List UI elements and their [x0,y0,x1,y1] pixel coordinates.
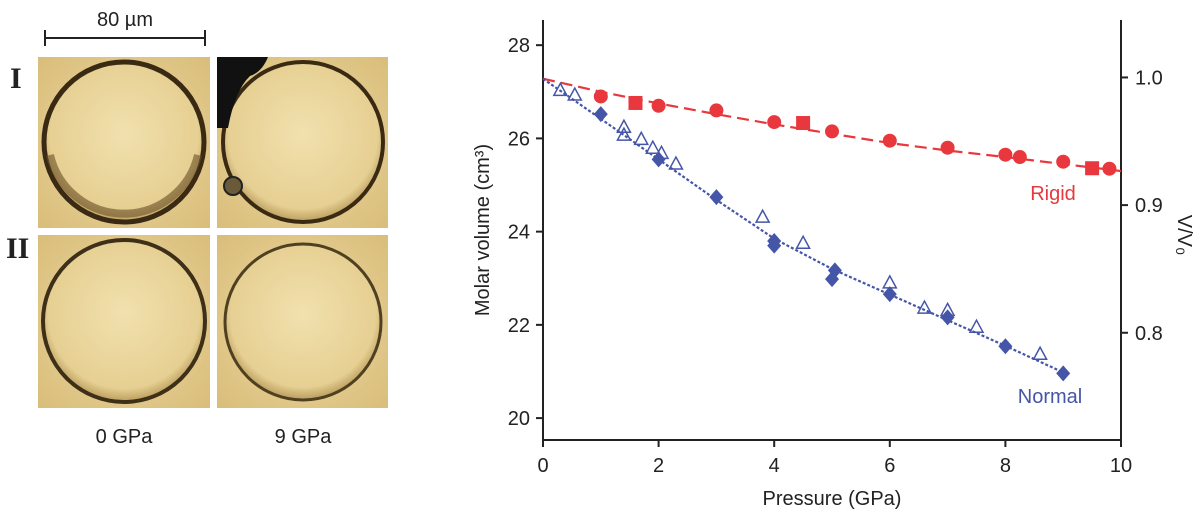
row-label: I [10,62,22,95]
point [651,98,666,113]
point [1056,154,1071,169]
y-tick-label: 24 [508,222,530,244]
point [645,139,661,154]
x-tick-label: 8 [1000,455,1011,477]
y-tick-label: 22 [508,315,530,337]
point [754,208,771,223]
x-axis-label: Pressure (GPa) [763,488,902,510]
point [939,301,956,317]
point [1085,161,1100,176]
x-tick-label: 4 [769,455,780,477]
point [767,237,782,254]
point [633,130,650,146]
y-tick-label: 28 [508,35,530,57]
point [795,234,811,250]
x-tick-label: 10 [1110,455,1132,477]
point [882,286,897,303]
point [1032,345,1048,360]
point [1056,365,1071,382]
point [882,133,897,148]
x-tick-label: 2 [653,455,664,477]
point [882,274,898,289]
point [796,116,811,131]
column-label: 0 GPa [96,426,154,448]
column-label: 9 GPa [275,426,333,448]
x-tick-label: 0 [537,455,548,477]
x-tick-label: 6 [884,455,895,477]
y-tick-label: 26 [508,128,530,150]
point [668,155,684,170]
point [1102,161,1117,176]
micrograph [38,235,210,408]
point [1012,150,1027,165]
point [593,89,608,104]
micrograph-panel: 80 µm I II 0 GPa 9 GPa [6,9,388,448]
point [653,144,670,160]
point [968,318,985,333]
row-label: II [6,232,29,265]
y2-axis-label: V/V₀ [1173,215,1195,256]
micrograph [217,235,388,408]
y2-tick-label: 0.9 [1135,195,1163,217]
point [998,147,1013,162]
point [825,271,839,288]
point [940,309,955,326]
y-axis-label: Molar volume (cm³) [472,144,494,316]
point [709,103,724,118]
point [616,126,632,141]
point [552,81,569,97]
y2-tick-label: 1.0 [1135,67,1163,89]
point [709,189,724,206]
point [998,338,1013,355]
point [593,106,608,123]
point [651,151,666,168]
micrograph [217,57,388,228]
point [767,115,782,130]
point [628,95,643,110]
y2-tick-label: 0.8 [1135,323,1163,345]
point [940,140,955,155]
y-tick-label: 20 [508,408,530,430]
point [616,118,632,133]
scale-bar-label: 80 µm [97,9,153,31]
point [825,124,839,139]
point [567,86,583,101]
point [916,299,933,314]
annotation: Rigid [1030,183,1076,205]
micrograph [38,57,210,228]
annotation: Normal [1018,386,1082,408]
